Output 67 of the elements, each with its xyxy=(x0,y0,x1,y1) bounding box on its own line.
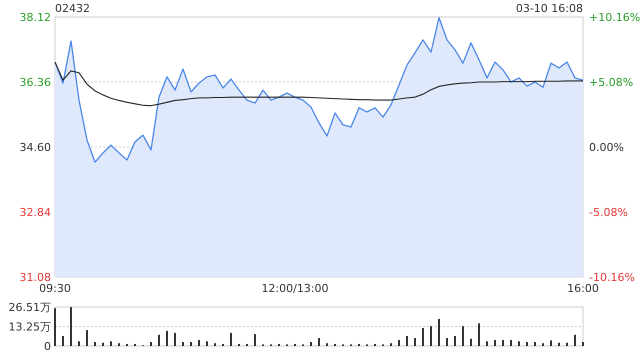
line-series xyxy=(54,62,584,106)
bar xyxy=(94,342,96,346)
bar xyxy=(310,342,312,346)
text: 03-10 16:08 xyxy=(516,2,583,15)
bar xyxy=(54,308,56,346)
bar xyxy=(230,332,232,346)
bar xyxy=(526,342,528,346)
bar xyxy=(174,332,176,346)
bar xyxy=(486,341,488,346)
bar xyxy=(254,334,256,346)
x-tick-label: 12:00/13:00 xyxy=(261,282,329,295)
x-tick-label: 16:00 xyxy=(567,282,599,295)
y-tick-label: 38.12 xyxy=(20,11,51,24)
bar xyxy=(510,340,512,346)
bar xyxy=(574,334,576,346)
y-tick-label: 36.36 xyxy=(20,76,51,89)
bar xyxy=(502,340,504,346)
bar xyxy=(470,338,472,346)
bar xyxy=(150,342,152,346)
bar xyxy=(102,342,104,346)
bar xyxy=(166,330,168,346)
bar xyxy=(326,343,328,346)
bar xyxy=(582,342,584,346)
bar xyxy=(78,341,80,346)
bar xyxy=(198,340,200,346)
bar xyxy=(478,323,480,346)
y2-tick-label: 0.00% xyxy=(589,141,624,154)
bar xyxy=(446,338,448,346)
y-tick-label: 26.51万 xyxy=(8,301,51,314)
bar xyxy=(406,336,408,346)
bar xyxy=(550,340,552,346)
bar xyxy=(566,342,568,346)
bar xyxy=(454,336,456,346)
y-tick-label: 31.08 xyxy=(20,271,51,284)
y2-tick-label: +10.16% xyxy=(589,11,640,24)
chart-title: 02432 xyxy=(55,2,90,15)
y-tick-label: 13.25万 xyxy=(8,320,51,334)
bar xyxy=(438,318,440,346)
bar xyxy=(118,343,120,346)
y-tick-label: 32.84 xyxy=(20,206,51,219)
bar xyxy=(422,328,424,346)
bar xyxy=(494,340,496,346)
bar xyxy=(70,307,72,346)
bar xyxy=(318,338,320,346)
bar xyxy=(462,326,464,346)
x-tick-label: 09:30 xyxy=(39,282,71,295)
y2-tick-label: -5.08% xyxy=(589,206,628,219)
bar xyxy=(390,343,392,346)
bar xyxy=(534,342,536,346)
bar xyxy=(398,340,400,346)
bar xyxy=(414,338,416,346)
bar xyxy=(182,342,184,346)
bar xyxy=(158,334,160,346)
bar xyxy=(542,343,544,346)
bar xyxy=(62,336,64,346)
bar xyxy=(558,342,560,346)
bar xyxy=(214,343,216,346)
bar xyxy=(110,341,112,346)
y-tick-label: 34.60 xyxy=(20,141,51,154)
bar xyxy=(190,342,192,346)
y2-tick-label: +5.08% xyxy=(589,76,634,89)
bar xyxy=(518,341,520,346)
y2-tick-label: -10.16% xyxy=(589,271,635,284)
bar xyxy=(86,330,88,346)
y-tick-label: 0 xyxy=(44,340,51,353)
bar xyxy=(206,341,208,346)
bar xyxy=(430,326,432,346)
